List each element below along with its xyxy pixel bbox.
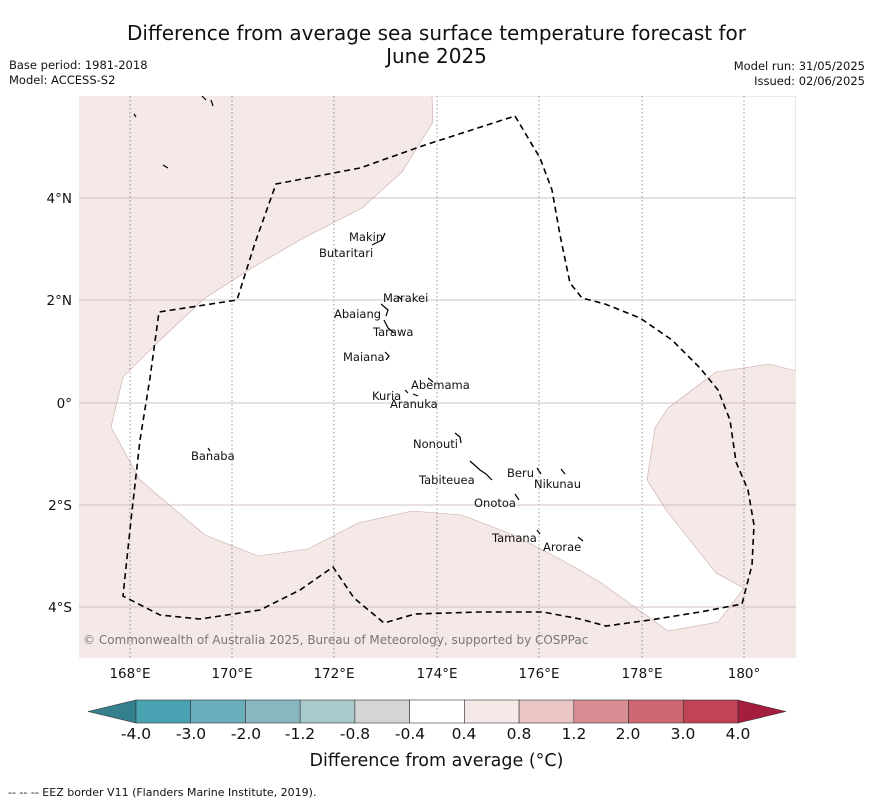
lon-tick-178e: 178°E (621, 666, 662, 682)
cbar-tick: -0.4 (394, 725, 426, 743)
eez-border (122, 115, 755, 627)
lat-tick-2s: 2°S (48, 498, 72, 514)
latitude-tick-labels: 4°N 2°N 0° 2°S 4°S (47, 191, 72, 616)
map-plot-area: Makin Butaritari Marakei Abaiang Tarawa … (79, 96, 796, 658)
island-label-abemama: Abemama (411, 378, 470, 392)
lat-tick-4s: 4°S (48, 600, 72, 616)
colorbar-swatch (518, 699, 575, 724)
model-run: Model run: 31/05/2025 (733, 59, 865, 73)
cbar-tick: 0.4 (451, 725, 477, 743)
map-title: Difference from average sea surface temp… (0, 22, 873, 68)
colorbar-extend-high (737, 699, 787, 724)
neutral-anomaly-region (110, 96, 796, 632)
base-period: Base period: 1981-2018 (9, 58, 148, 72)
lat-tick-0: 0° (57, 396, 72, 412)
island-shapes (133, 96, 584, 542)
model-name: Model: ACCESS-S2 (9, 73, 116, 87)
island-label-tabiteuea: Tabiteuea (418, 473, 475, 487)
copyright-notice: © Commonwealth of Australia 2025, Bureau… (83, 633, 588, 647)
island-label-kuria: Kuria (372, 389, 401, 403)
colorbar-swatch (682, 699, 739, 724)
colorbar (87, 699, 787, 724)
island-label-marakei: Marakei (383, 291, 428, 305)
lon-tick-172e: 172°E (313, 666, 354, 682)
island-label-banaba: Banaba (191, 449, 235, 463)
meridian-lines (129, 96, 745, 658)
lat-tick-4n: 4°N (47, 191, 72, 207)
lon-tick-176e: 176°E (518, 666, 559, 682)
colorbar-label: Difference from average (°C) (309, 751, 564, 771)
cbar-tick: -4.0 (120, 725, 152, 743)
meta-left: Base period: 1981-2018 Model: ACCESS-S2 (9, 58, 148, 88)
colorbar-swatch (573, 699, 629, 724)
island-labels: Makin Butaritari Marakei Abaiang Tarawa … (191, 230, 581, 554)
lon-tick-170e: 170°E (211, 666, 252, 682)
colorbar-extend-low (87, 699, 137, 724)
island-label-aranuka: Aranuka (390, 397, 438, 411)
cbar-tick: 1.2 (561, 725, 587, 743)
cbar-tick: 2.0 (615, 725, 641, 743)
colorbar-swatch (464, 699, 520, 724)
cbar-tick: -1.2 (284, 725, 316, 743)
island-label-tamana: Tamana (491, 531, 537, 545)
longitude-tick-labels: 168°E 170°E 172°E 174°E 176°E 178°E 180° (109, 666, 760, 682)
cbar-tick: -3.0 (175, 725, 207, 743)
island-label-butaritari: Butaritari (319, 246, 373, 260)
colorbar-swatch (135, 699, 192, 724)
cbar-tick: 3.0 (670, 725, 696, 743)
title-line-2: June 2025 (386, 44, 487, 68)
lon-tick-168e: 168°E (109, 666, 150, 682)
cbar-tick: 4.0 (725, 725, 751, 743)
colorbar-swatch (628, 699, 684, 724)
lat-tick-2n: 2°N (47, 293, 72, 309)
island-label-beru: Beru (507, 466, 534, 480)
parallel-lines (79, 197, 796, 608)
colorbar-swatch (354, 699, 410, 724)
island-label-nikunau: Nikunau (534, 477, 581, 491)
title-line-1: Difference from average sea surface temp… (126, 21, 746, 45)
cbar-tick: -0.8 (339, 725, 371, 743)
island-label-makin: Makin (349, 230, 383, 244)
island-label-nonouti: Nonouti (413, 437, 458, 451)
cbar-tick: -2.0 (230, 725, 262, 743)
colorbar-swatch (409, 699, 465, 724)
cbar-tick: 0.8 (506, 725, 532, 743)
lon-tick-180: 180° (728, 666, 761, 682)
issued-date: Issued: 02/06/2025 (754, 74, 865, 88)
colorbar-swatch (245, 699, 301, 724)
colorbar-swatch (190, 699, 246, 724)
island-label-maiana: Maiana (343, 350, 385, 364)
island-label-arorae: Arorae (543, 540, 581, 554)
eez-footnote: -- -- -- EEZ border V11 (Flanders Marine… (8, 786, 317, 799)
island-label-tarawa: Tarawa (372, 325, 413, 339)
island-label-abaiang: Abaiang (334, 307, 381, 321)
lon-tick-174e: 174°E (416, 666, 457, 682)
colorbar-swatch (299, 699, 356, 724)
meta-right: Model run: 31/05/2025 Issued: 02/06/2025 (734, 59, 865, 89)
island-label-onotoa: Onotoa (474, 496, 516, 510)
